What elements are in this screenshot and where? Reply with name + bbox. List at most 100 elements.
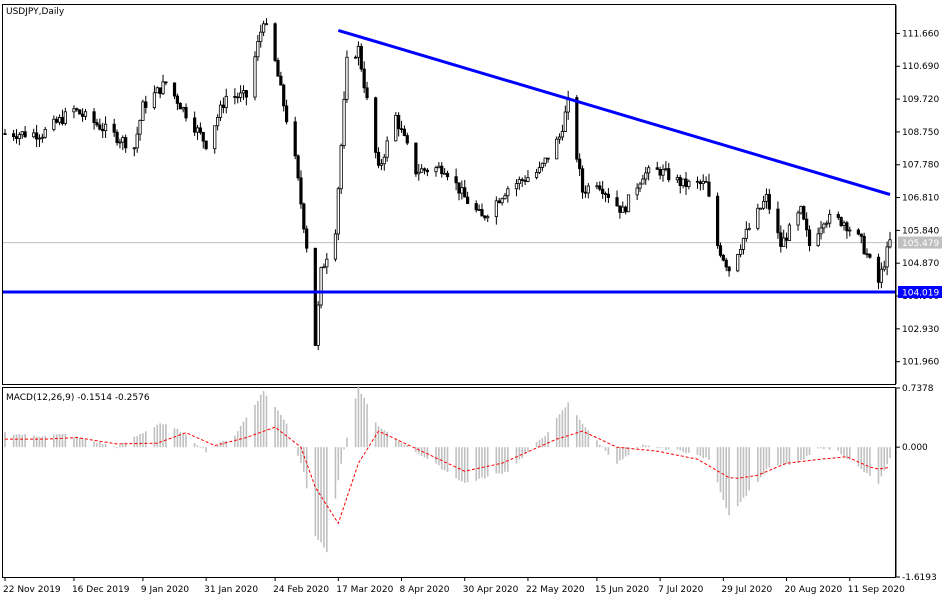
candle [526,170,530,183]
time-tick-label: 8 Apr 2020 [400,585,450,595]
candle-body [638,183,642,189]
candle [647,165,651,181]
candle [503,192,507,200]
candle [747,222,751,231]
candle [598,181,602,192]
candle-body [32,132,36,138]
candle [848,226,852,237]
candle-body [802,206,806,220]
macd-bar [199,447,202,448]
candle-body [144,101,148,109]
candle-body [23,131,27,138]
candle-body [865,253,869,256]
candle [204,140,208,151]
candle [374,96,378,159]
candle-body [121,137,125,143]
candle [161,74,165,95]
macd-bar [837,447,840,451]
candle-body [626,194,631,213]
candle [322,263,326,269]
candle [480,203,484,217]
candle [313,247,317,346]
macd-bar [193,443,196,448]
macd-bar [159,423,161,448]
candle-body [678,177,682,187]
macd-bar [222,440,225,448]
macd-signal-line [5,426,891,525]
macd-bar [619,447,621,461]
macd-bar [225,440,228,448]
candle [707,173,711,198]
candle-body [353,56,358,59]
macd-bar [202,447,205,449]
candle-body [687,180,691,187]
macd-bar [337,447,340,481]
macd-bar [883,447,886,471]
candle [638,181,642,193]
macd-bar [440,447,443,470]
candle [575,95,579,163]
macd-title: MACD(12,26,9) -0.1514 -0.2576 [6,393,150,403]
macd-bar [274,406,276,448]
candle [618,205,622,219]
macd-bar [377,426,380,448]
candle-body [256,41,260,58]
candle [193,111,197,136]
candle [678,174,682,194]
macd-bar [748,447,751,491]
candle [828,209,832,228]
candle [236,92,240,104]
candle-body [92,111,96,123]
candle [825,220,829,228]
candle [784,232,789,249]
candle [497,197,501,204]
candle-body [98,124,102,130]
candle-body [279,75,283,86]
candle [842,220,846,231]
macd-bar [61,433,64,448]
candle [325,252,329,275]
candle [276,57,280,77]
macd-bar [667,447,670,450]
candle [17,132,21,146]
candle-body [345,56,349,100]
candle [537,161,542,175]
candle-body [20,131,24,136]
candle [822,222,826,234]
candle [397,112,401,137]
candle-body [557,136,562,140]
candle-body [523,180,527,182]
candle [520,177,524,188]
candle [506,186,510,203]
macd-bar [340,447,342,464]
candle-body [319,267,323,306]
candle [78,109,82,115]
candle-body [382,156,386,165]
candle [767,188,771,214]
candle [259,24,263,48]
macd-bar [716,447,719,483]
candle-body [454,176,458,184]
macd-bar [555,418,558,448]
macd-bar [196,445,199,448]
candle-body [578,158,582,170]
price-tick-label: 107.780 [902,161,939,171]
macd-bar [18,433,21,448]
candle [342,91,346,149]
macd-bar [762,447,765,475]
candle [687,179,691,190]
candle-body [624,206,628,213]
candle [836,211,840,220]
time-tick-label: 11 Sep 2020 [848,585,905,595]
macd-bar [360,393,363,448]
macd-bar [78,437,81,448]
candle-body [477,209,481,211]
macd-bar [136,436,138,448]
macd-bar [848,447,851,460]
candle-body [747,227,751,230]
macd-bar [265,395,268,448]
candle-body [57,117,62,123]
candle [23,126,27,139]
candle-body [859,233,863,237]
